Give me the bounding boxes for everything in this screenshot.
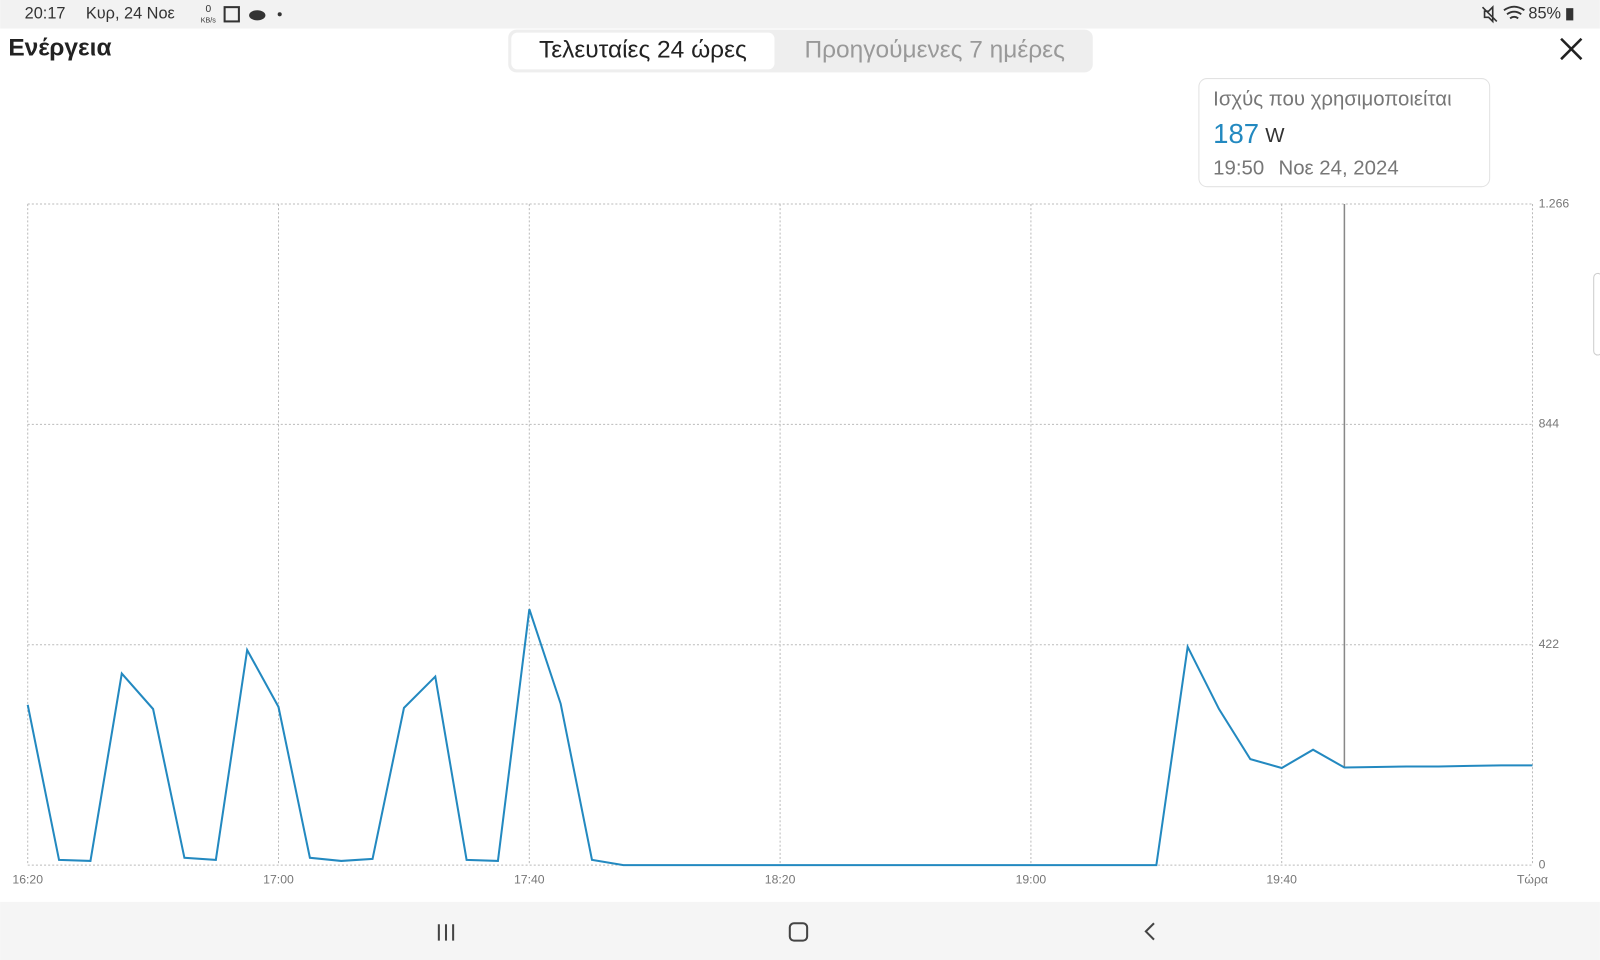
battery-icon [1566,8,1574,21]
back-button[interactable] [1144,922,1155,941]
x-tick-label: 18:20 [765,873,796,887]
chart: 0 422 844 1.266 16:20 17:00 17:40 18:20 19:00 19:… [12,196,1569,886]
tab-active-bg [511,32,775,70]
tooltip-title: Ισχύς που χρησιμοποιείται [1213,88,1451,110]
tooltip-time: 19:50 [1213,158,1264,180]
network-unit: KB/s [201,16,216,24]
x-tick-label: 17:00 [263,873,294,887]
status-time: 20:17 [25,5,66,23]
side-handle[interactable] [1593,272,1600,356]
mute-icon [1481,5,1498,24]
x-tick-label: 19:40 [1266,873,1297,887]
wifi-icon [1503,5,1525,20]
recent-apps-button[interactable] [437,924,455,941]
close-button[interactable] [1560,37,1583,61]
nav-bar [0,901,1600,960]
dot-icon [277,12,282,17]
x-tick-label: 16:20 [12,873,43,887]
tab[interactable]: Τελευταίες 24 ώρες [539,36,747,63]
tooltip-date: Νοε 24, 2024 [1278,158,1398,180]
battery-level: 85% [1528,5,1561,23]
x-tick-label: 17:40 [514,873,545,887]
status-icon [223,6,240,23]
data-line [26,608,1533,867]
y-tick-label: 844 [1539,417,1560,431]
status-date: Κυρ, 24 Νοε [86,5,175,23]
status-bar [0,0,1600,29]
cloud-icon [249,10,266,21]
x-tick-label: 19:00 [1016,873,1047,887]
network-speed: 0 [205,4,211,15]
tooltip-value: 187 [1213,118,1259,149]
page-title: Ενέργεια [8,34,111,61]
home-button[interactable] [788,922,809,942]
tooltip [1198,78,1491,188]
y-tick-label: 1.266 [1539,196,1570,210]
y-tick-label: 0 [1539,857,1546,871]
tab[interactable]: Προηγούμενες 7 ημέρες [804,36,1065,63]
x-tick-label: Τώρα [1517,873,1548,887]
tooltip-unit: W [1265,125,1285,147]
y-tick-label: 422 [1539,637,1560,651]
